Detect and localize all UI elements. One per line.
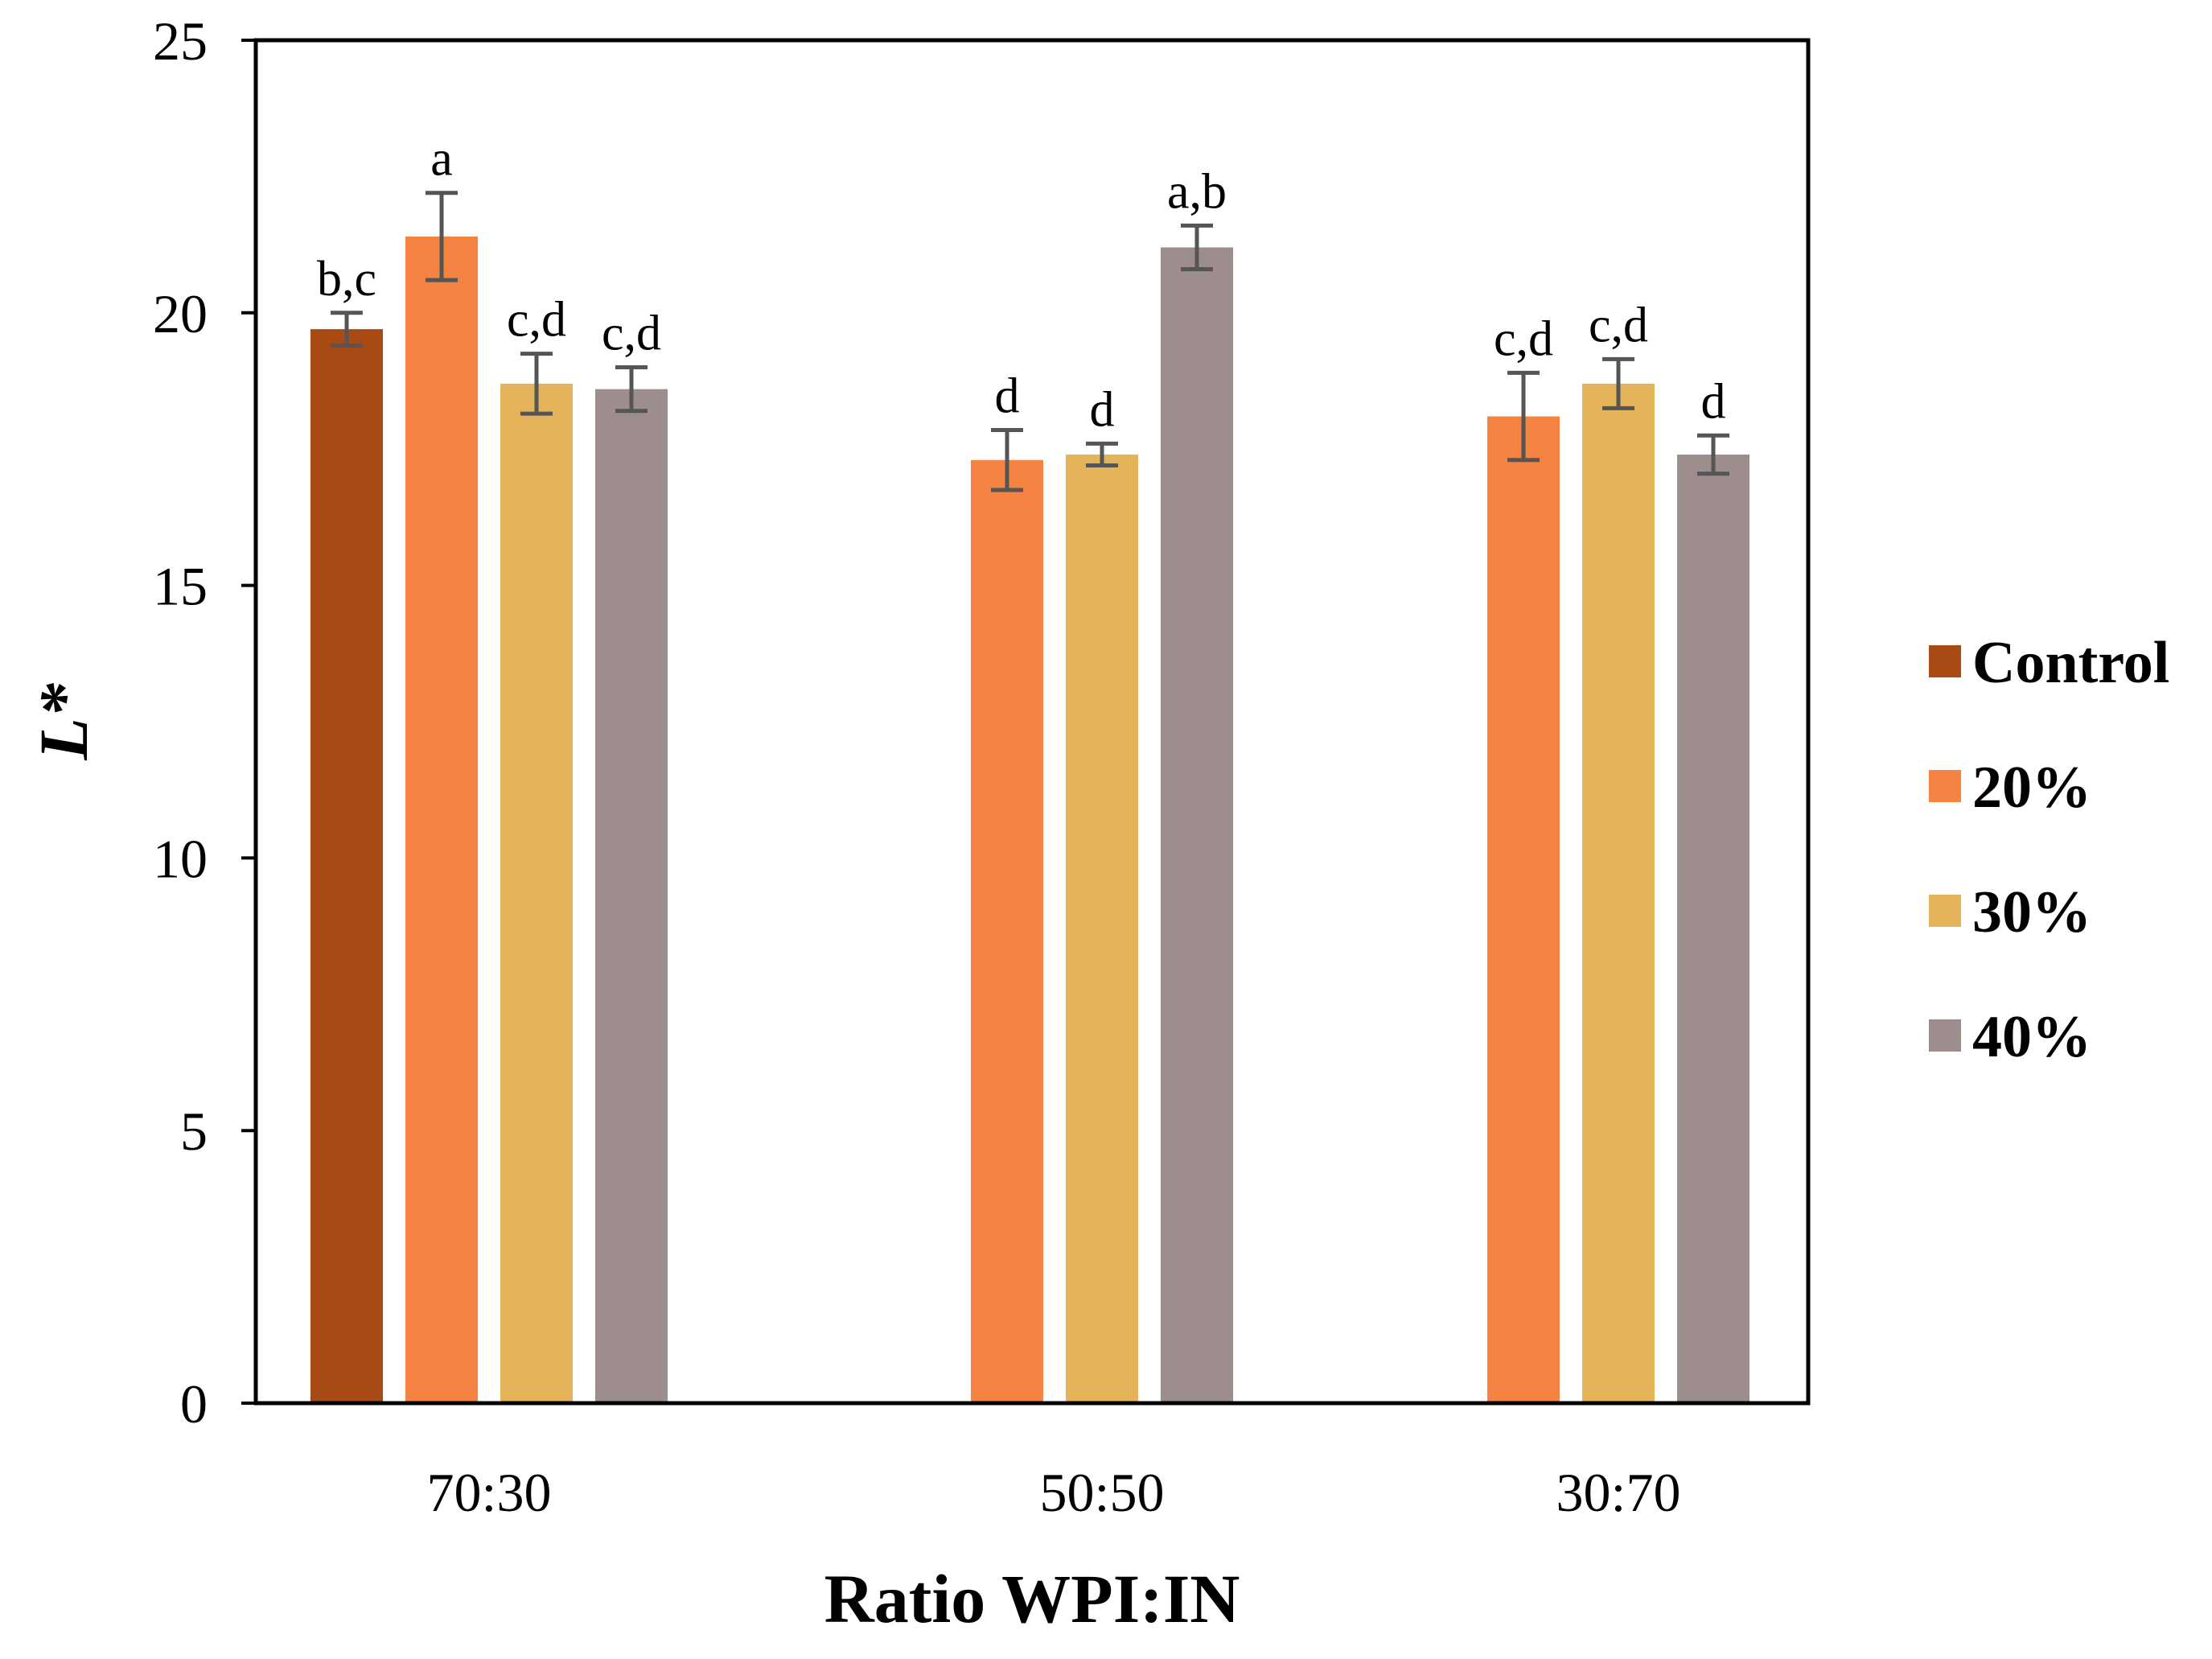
bar-40pct-70-30: [595, 389, 668, 1403]
bar-20pct-30-70: [1487, 416, 1560, 1404]
plot-area-frame: [253, 38, 1811, 1406]
significance-label: d: [1701, 374, 1726, 429]
bars-layer: [310, 236, 1749, 1404]
significance-labels-layer: b,c a c,d c,d d d a,b c,d c,d d: [317, 132, 1726, 438]
legend-label: 40%: [1972, 1004, 2091, 1070]
legend-swatch: [1929, 1019, 1961, 1052]
bar-30pct-30-70: [1582, 383, 1655, 1404]
significance-label: b,c: [317, 252, 376, 307]
legend-swatch: [1929, 770, 1961, 802]
legend-swatch: [1929, 895, 1961, 927]
x-tick-label: 70:30: [427, 1462, 552, 1523]
error-bar: [331, 311, 363, 348]
bar-20pct-50-50: [971, 459, 1043, 1404]
significance-label: a,b: [1167, 164, 1227, 219]
legend-label: Control: [1972, 630, 2169, 696]
y-axis-ticks: 0 5 10 15 20 25: [153, 10, 256, 1435]
bar-30pct-50-50: [1066, 454, 1138, 1403]
significance-label: c,d: [1589, 298, 1648, 352]
significance-label: c,d: [1494, 311, 1553, 366]
legend-item-40pct: 40%: [1929, 1004, 2091, 1070]
legend-item-30pct: 30%: [1929, 879, 2091, 945]
error-bar: [520, 352, 553, 416]
y-tick-label: 0: [180, 1373, 208, 1435]
y-tick-label: 25: [153, 10, 208, 72]
legend-swatch: [1929, 645, 1961, 677]
significance-label: d: [995, 368, 1020, 423]
x-axis-title: Ratio WPI:IN: [824, 1560, 1240, 1637]
legend-label: 20%: [1972, 755, 2091, 821]
significance-label: d: [1090, 382, 1115, 437]
error-bars-layer: [331, 191, 1729, 492]
error-bar: [1181, 223, 1213, 272]
legend-label: 30%: [1972, 879, 2091, 945]
error-bar: [1086, 441, 1118, 468]
error-bar: [615, 365, 648, 414]
y-tick-label: 5: [180, 1101, 208, 1162]
error-bar: [1507, 370, 1540, 463]
legend: Control 20% 30% 40%: [1929, 630, 2169, 1070]
y-tick-label: 20: [153, 283, 208, 344]
legend-item-20pct: 20%: [1929, 755, 2091, 821]
y-tick-label: 15: [153, 556, 208, 617]
error-bar: [1602, 356, 1634, 410]
bar-40pct-30-70: [1677, 454, 1749, 1403]
y-tick-label: 10: [153, 828, 208, 889]
significance-label: c,d: [602, 307, 661, 361]
significance-label: c,d: [507, 293, 566, 348]
error-bar: [1697, 433, 1729, 476]
legend-item-control: Control: [1929, 630, 2169, 696]
bar-20pct-70-30: [405, 236, 478, 1403]
x-axis-ticks: 70:30 50:50 30:70: [427, 1462, 1681, 1523]
x-tick-label: 50:50: [1040, 1462, 1165, 1523]
bar-40pct-50-50: [1161, 247, 1233, 1403]
significance-label: a: [430, 132, 453, 187]
error-bar: [991, 427, 1023, 492]
bar-30pct-70-30: [500, 383, 573, 1404]
x-tick-label: 30:70: [1556, 1462, 1681, 1523]
error-bar: [426, 191, 458, 282]
y-axis-title: L*: [25, 682, 102, 761]
bar-control-70-30: [310, 329, 383, 1404]
